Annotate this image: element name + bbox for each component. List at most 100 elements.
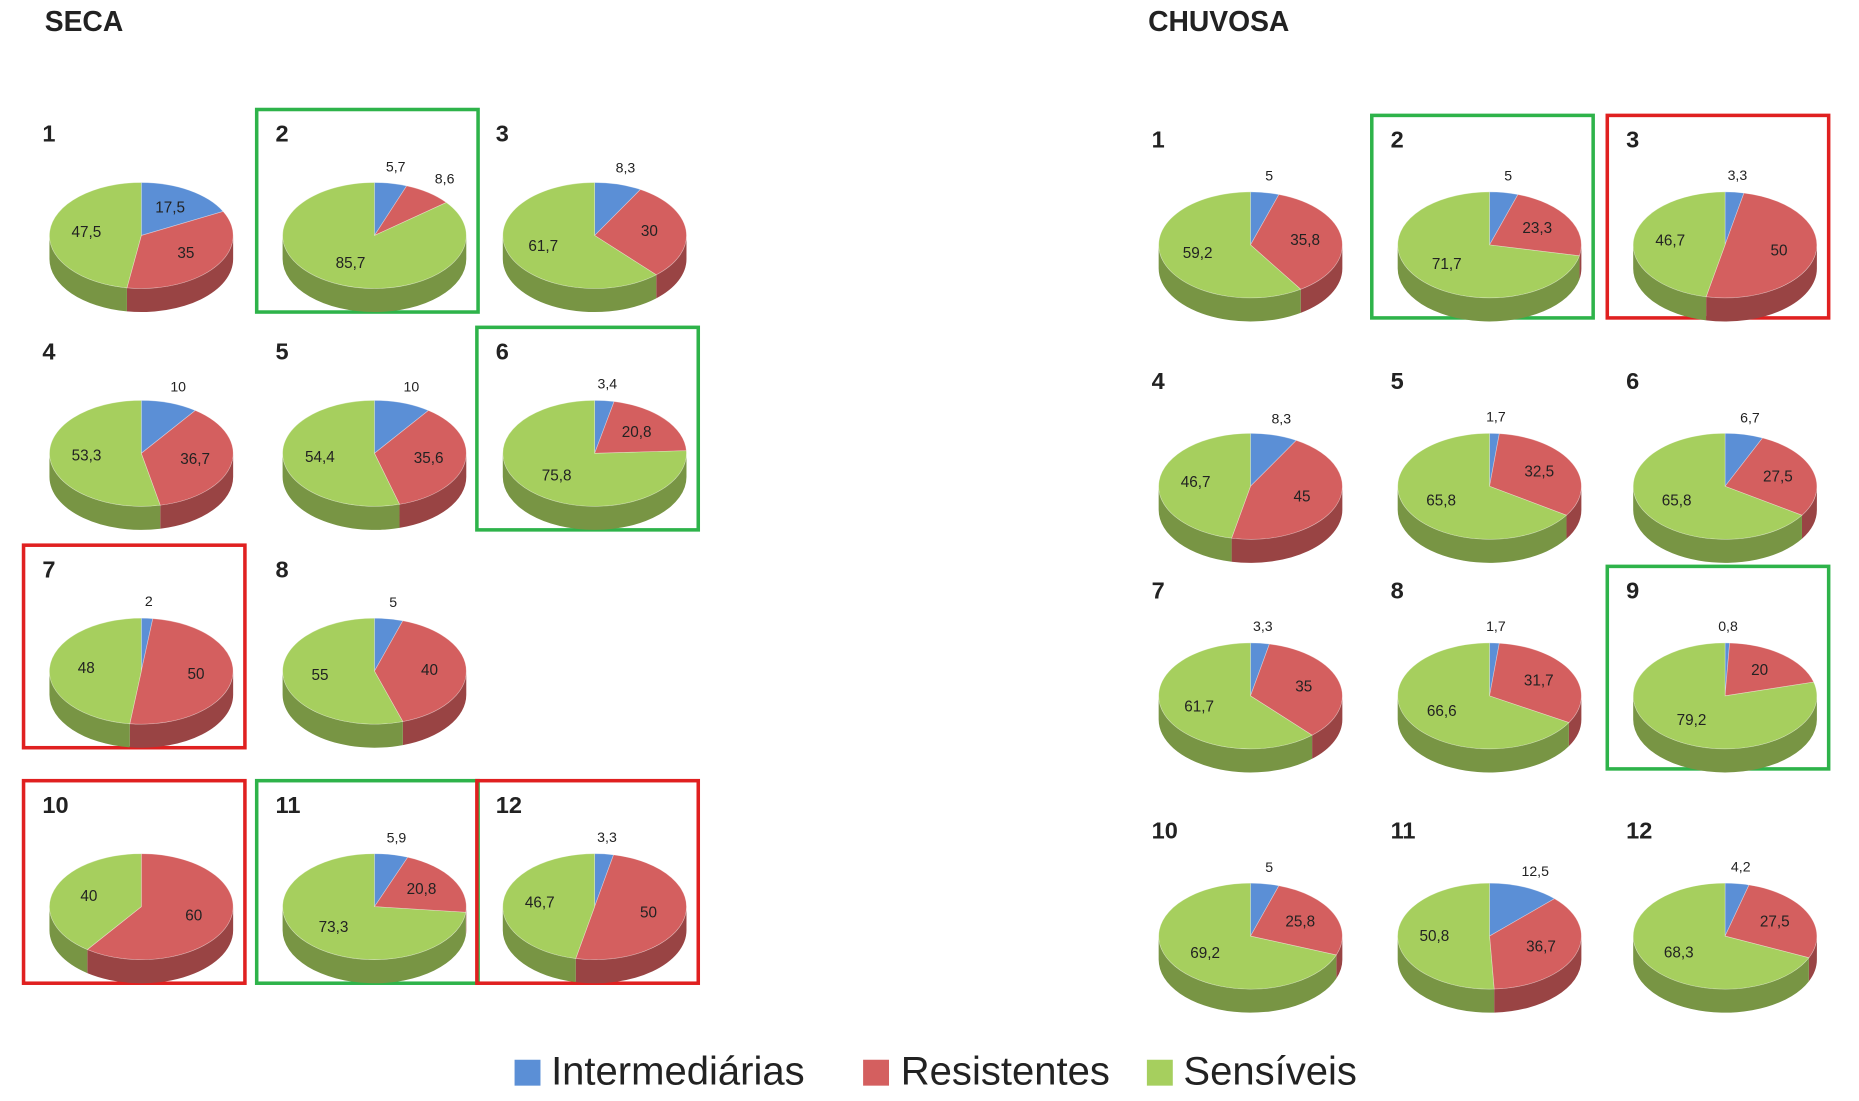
pie-slice xyxy=(502,399,687,507)
value-label: 60 xyxy=(185,908,202,925)
value-label: 48 xyxy=(78,660,95,677)
pie-side xyxy=(1158,695,1313,773)
pie-slice xyxy=(1158,191,1302,299)
pie-side xyxy=(87,906,234,984)
pie-slice xyxy=(1489,642,1582,723)
legend-label: Intermediárias xyxy=(551,1049,805,1093)
pie-slice xyxy=(1724,437,1818,516)
pie-slice xyxy=(594,853,615,907)
pie-slice xyxy=(129,618,234,725)
pie-slice xyxy=(1724,642,1731,696)
value-label: 23,3 xyxy=(1522,220,1552,237)
pie-slice xyxy=(1489,432,1500,487)
value-label: 10 xyxy=(403,379,419,395)
pie-slice xyxy=(1632,191,1726,298)
pie-side xyxy=(465,906,467,936)
pie-side xyxy=(1633,695,1817,773)
pie-side xyxy=(1158,936,1337,1013)
pie-title: 10 xyxy=(1152,818,1178,844)
value-label: 69,2 xyxy=(1190,945,1220,962)
pie-slice xyxy=(1250,432,1297,488)
pie-title: 11 xyxy=(276,792,301,818)
pie-slice xyxy=(1724,884,1818,959)
legend-label: Sensíveis xyxy=(1183,1049,1356,1093)
pie-side xyxy=(1633,244,1707,321)
value-label: 71,7 xyxy=(1432,256,1462,273)
pie-slice xyxy=(1724,882,1750,937)
pie-slice xyxy=(1724,642,1815,697)
pie-slice xyxy=(1489,898,1582,990)
pie-slice xyxy=(282,853,467,961)
value-label: 46,7 xyxy=(525,894,555,911)
value-label: 35 xyxy=(1295,679,1312,696)
pie-slice xyxy=(1397,642,1570,750)
value-label: 3,3 xyxy=(1728,167,1748,183)
value-label: 35,8 xyxy=(1290,232,1320,249)
value-label: 20 xyxy=(1751,662,1768,679)
value-label: 2 xyxy=(145,593,153,609)
pie-slice xyxy=(1250,194,1343,290)
pie-title: 1 xyxy=(1152,127,1165,153)
value-label: 54,4 xyxy=(305,449,335,466)
highlight-box xyxy=(254,107,480,314)
value-label: 35,6 xyxy=(414,450,444,467)
pie-title: 11 xyxy=(1391,818,1416,844)
pie-slice xyxy=(49,182,142,289)
content: SECA CHUVOSA 117,53547,525,78,685,738,33… xyxy=(21,5,1831,1093)
pie-slice xyxy=(140,399,196,455)
pie-side xyxy=(502,906,576,983)
pie-slice xyxy=(140,182,224,236)
highlight-box xyxy=(475,778,701,985)
pie-side xyxy=(1397,486,1567,563)
value-label: 73,3 xyxy=(319,919,349,936)
pie-side xyxy=(1300,244,1343,313)
pie-side xyxy=(1633,486,1802,563)
pie-title: 5 xyxy=(1391,368,1404,394)
value-label: 20,8 xyxy=(407,881,437,898)
pie-title: 3 xyxy=(1626,127,1639,153)
pie-slice xyxy=(1632,882,1810,990)
pie-side xyxy=(1312,695,1343,759)
pie-slice xyxy=(1158,432,1251,539)
pie-slice xyxy=(49,617,142,725)
pie-slice xyxy=(1489,433,1582,516)
value-label: 3,3 xyxy=(1253,618,1273,634)
pie-slice xyxy=(1724,191,1745,246)
pie-slice xyxy=(374,410,467,505)
value-label: 50 xyxy=(187,666,204,683)
pie-slice xyxy=(1489,882,1556,937)
value-label: 5 xyxy=(1265,859,1273,875)
value-label: 66,6 xyxy=(1427,703,1457,720)
legend-swatch xyxy=(514,1059,541,1086)
pie-side xyxy=(160,453,234,529)
pie-slice xyxy=(594,182,642,237)
pie-title: 6 xyxy=(496,338,509,364)
pie-slice xyxy=(1250,643,1343,736)
value-label: 46,7 xyxy=(1655,233,1685,250)
pie-side xyxy=(1158,244,1301,322)
pie-side xyxy=(1397,244,1580,322)
pie-slice xyxy=(282,182,467,289)
value-label: 8,3 xyxy=(616,160,636,176)
pie-slice xyxy=(1397,191,1580,299)
value-label: 6,7 xyxy=(1740,410,1760,426)
value-label: 50 xyxy=(1770,243,1787,260)
pie-slice xyxy=(1488,194,1582,257)
value-label: 30 xyxy=(641,223,658,240)
value-label: 79,2 xyxy=(1677,712,1707,729)
value-label: 12,5 xyxy=(1521,863,1549,879)
pie-side xyxy=(502,453,687,530)
pie-slice xyxy=(594,399,615,454)
pie-slice xyxy=(594,189,687,276)
pie-title: 7 xyxy=(42,556,55,582)
pie-title: 4 xyxy=(42,338,55,364)
value-label: 1,7 xyxy=(1486,618,1506,634)
value-label: 50,8 xyxy=(1420,928,1450,945)
pie-slice xyxy=(502,853,595,959)
pie-side xyxy=(126,235,234,313)
legend-swatch xyxy=(1146,1059,1173,1086)
pie-side xyxy=(129,671,234,748)
pie-title: 1 xyxy=(42,121,55,147)
pie-title: 12 xyxy=(496,792,522,818)
value-label: 40 xyxy=(421,662,438,679)
